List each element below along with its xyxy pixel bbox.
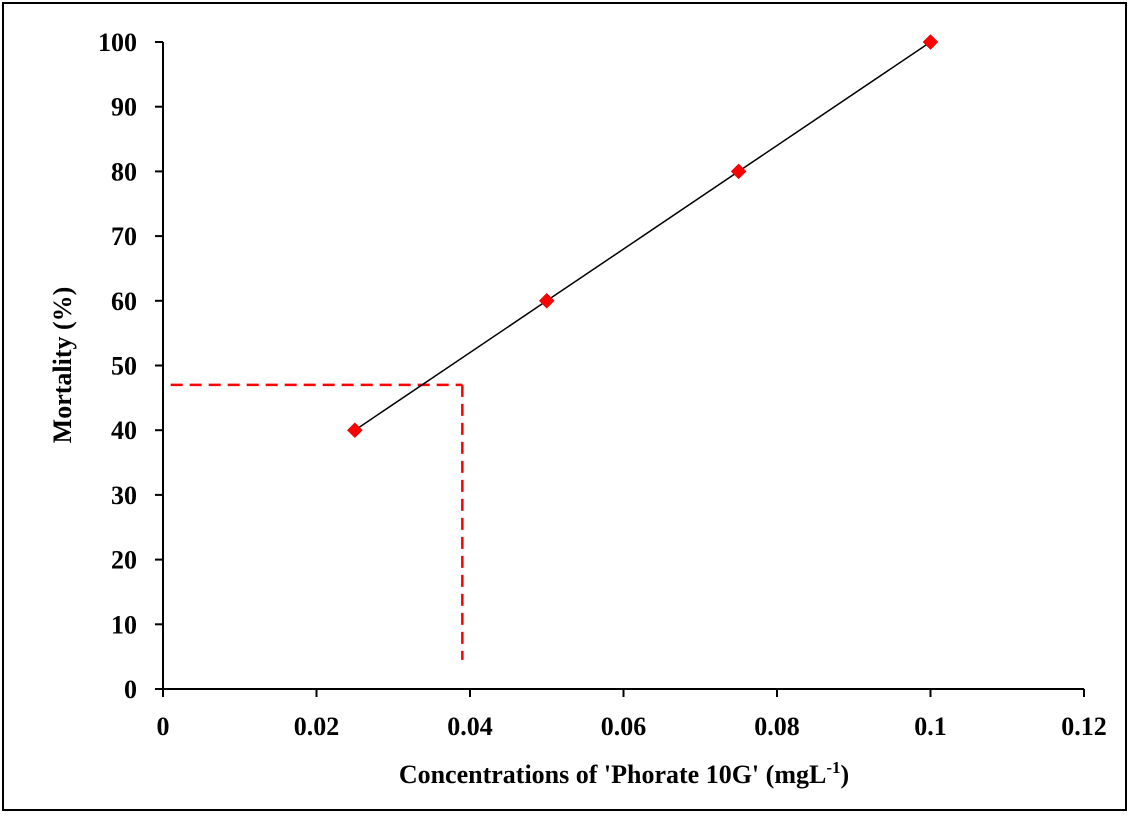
y-tick-label: 80 (111, 157, 137, 186)
data-point (922, 34, 939, 50)
series (347, 34, 939, 439)
x-tick-label: 0.06 (601, 712, 647, 741)
x-tick-label: 0.08 (754, 712, 800, 741)
y-tick-label: 30 (111, 481, 137, 510)
y-tick-label: 20 (111, 546, 137, 575)
reference-lines (170, 383, 464, 660)
x-tick-label: 0.04 (447, 712, 493, 741)
y-axis-title: Mortality (%) (48, 287, 77, 444)
y-tick-label: 90 (111, 93, 137, 122)
x-tick-label: 0.1 (914, 712, 947, 741)
data-point (730, 163, 747, 180)
series-line (354, 41, 931, 431)
axis-labels: 0 10 20 30 40 50 60 70 80 90 100 0 0.02 0.04 0.06 0.08 0… (98, 28, 1107, 741)
y-tick-label: 100 (98, 28, 137, 57)
x-tick-label: 0.12 (1061, 712, 1107, 741)
y-tick-label: 60 (111, 287, 137, 316)
y-tick-label: 70 (111, 222, 137, 251)
axes (155, 41, 1085, 697)
x-axis-title: Concentrations of 'Phorate 10G' (mgL-1) (399, 758, 849, 789)
x-tick-label: 0.02 (294, 712, 340, 741)
y-tick-label: 10 (111, 610, 137, 639)
y-tick-label: 0 (124, 675, 137, 704)
y-tick-label: 40 (111, 416, 137, 445)
y-tick-label: 50 (111, 352, 137, 381)
data-point (347, 422, 363, 439)
data-point (538, 292, 555, 309)
x-tick-label: 0 (157, 712, 170, 741)
